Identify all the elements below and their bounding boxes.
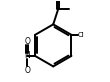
Text: O: O bbox=[24, 66, 30, 75]
Text: N: N bbox=[24, 51, 30, 60]
Text: O: O bbox=[24, 37, 30, 46]
Text: Cl: Cl bbox=[78, 32, 85, 38]
